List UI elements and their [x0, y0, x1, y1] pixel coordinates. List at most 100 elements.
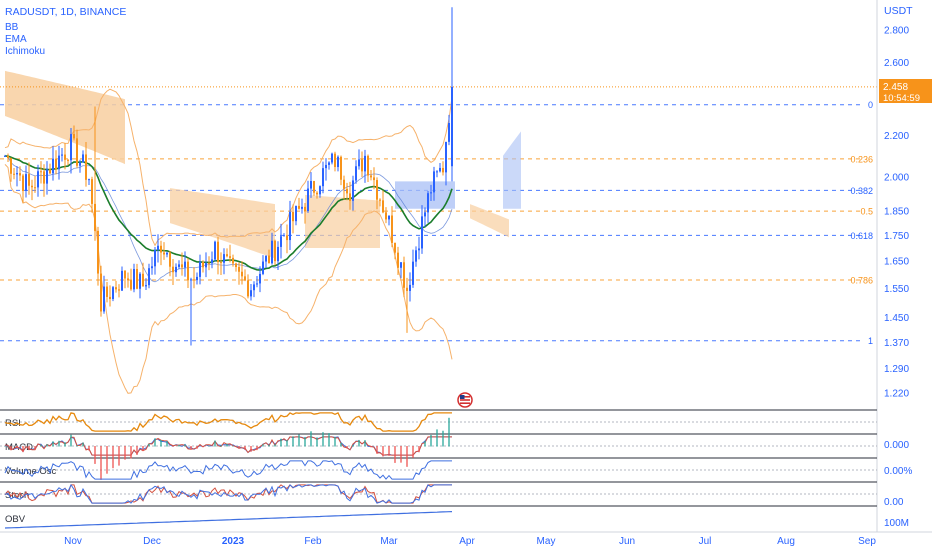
candle-body [40, 171, 42, 173]
candle-body [421, 216, 423, 249]
candle-body [268, 255, 270, 264]
time-tick-label: Nov [64, 536, 82, 547]
candle-body [307, 188, 309, 212]
candle-body [415, 250, 417, 262]
macd-histogram-bar [388, 446, 390, 456]
macd-histogram-bar [244, 446, 246, 450]
candle-body [193, 279, 195, 281]
time-axis[interactable]: Nov Dec 2023 Feb Mar Apr May Jun Jul Aug Sep [0, 531, 932, 547]
candle-body [82, 154, 84, 163]
us-flag-icon[interactable] [457, 392, 473, 408]
macd-histogram-bar [250, 446, 252, 452]
cloud-segment [470, 204, 509, 238]
candle-body [358, 159, 360, 167]
candle-body [37, 171, 39, 188]
macd-histogram-bar [58, 440, 60, 447]
candle-body [304, 206, 306, 212]
fib-level-label: 0.382 [850, 186, 873, 196]
macd-histogram-bar [334, 436, 336, 447]
cloud-segment [503, 131, 521, 209]
candle-body [112, 287, 114, 299]
fib-level-label: 1 [868, 336, 873, 346]
candle-body [250, 290, 252, 297]
price-tick-label: 1.550 [884, 284, 909, 295]
candle-body [247, 280, 249, 297]
candle-body [325, 164, 327, 169]
macd-histogram-bar [364, 440, 366, 447]
macd-histogram-bar [442, 430, 444, 447]
time-tick-label: Sep [858, 536, 876, 547]
candle-body [79, 162, 81, 166]
fib-level-label: 0.5 [860, 207, 873, 217]
candle-body [214, 241, 216, 260]
candle-body [355, 166, 357, 181]
candle-body [442, 167, 444, 173]
candle-body [160, 245, 162, 253]
candle-body [367, 155, 369, 176]
candle-body [100, 273, 102, 312]
candle-body [226, 254, 228, 257]
macd-histogram-bar [262, 444, 264, 447]
candle-body [208, 263, 210, 265]
candle-body [202, 261, 204, 268]
candle-body [433, 171, 435, 193]
candle-body [298, 205, 300, 209]
indicator-label-ichimoku[interactable]: Ichimoku [5, 46, 45, 57]
macd-histogram-bar [112, 446, 114, 469]
macd-histogram-bar [94, 446, 96, 464]
candle-body [235, 263, 237, 267]
candle-body [271, 240, 273, 264]
candle-body [394, 242, 396, 253]
candle-body [385, 212, 387, 220]
panel-axis-value: 100M [884, 518, 909, 529]
price-axis[interactable]: 2.800 2.600 2.200 2.000 1.850 1.750 1.650 1.550… [876, 0, 909, 532]
macd-histogram-bar [16, 446, 18, 449]
candle-body [376, 180, 378, 200]
macd-histogram-bar [328, 433, 330, 447]
macd-histogram-bar [316, 437, 318, 447]
macd-histogram-bar [292, 436, 294, 447]
candle-body [397, 252, 399, 268]
macd-histogram-bar [310, 431, 312, 447]
candle-body [259, 273, 261, 284]
oscillator-line [4, 460, 452, 480]
time-tick-label: Aug [777, 536, 795, 547]
candle-body [187, 261, 189, 281]
panel-title: Volume Osc [5, 466, 56, 477]
price-tag-countdown: 10:54:59 [883, 93, 920, 104]
time-tick-label: Jun [619, 536, 635, 547]
candle-body [364, 155, 366, 172]
time-tick-label: Jul [699, 536, 712, 547]
candle-body [274, 240, 276, 262]
price-tick-label: 1.650 [884, 257, 909, 268]
candle-body [106, 286, 108, 297]
candle-body [391, 215, 393, 243]
macd-histogram-bar [208, 445, 210, 447]
indicator-label-bb[interactable]: BB [5, 22, 19, 33]
macd-histogram-bar [322, 432, 324, 447]
candle-body [280, 236, 282, 247]
candle-body [139, 273, 141, 289]
macd-histogram-bar [136, 446, 138, 455]
macd-histogram-bar [424, 440, 426, 447]
candle-body [67, 159, 69, 161]
candle-body [175, 266, 177, 273]
candle-body [352, 180, 354, 201]
candle-body [163, 252, 165, 255]
price-tag [879, 79, 932, 103]
candle-body [88, 179, 90, 181]
candle-body [301, 206, 303, 209]
candle-body [334, 153, 336, 168]
indicator-label-ema[interactable]: EMA [5, 34, 27, 45]
macd-histogram-bar [118, 446, 120, 466]
candle-body [52, 158, 54, 174]
candle-body [256, 283, 258, 285]
candle-body [373, 177, 375, 181]
candle-body [409, 284, 411, 291]
macd-histogram-bar [214, 440, 216, 447]
macd-histogram-bar [298, 434, 300, 447]
time-tick-label: May [537, 536, 556, 547]
candle-body [190, 279, 192, 281]
candle-body [292, 211, 294, 222]
